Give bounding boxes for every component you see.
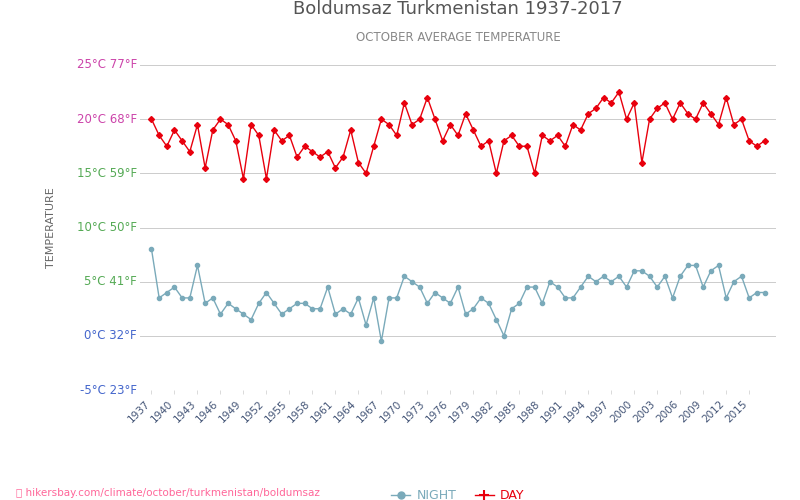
Text: OCTOBER AVERAGE TEMPERATURE: OCTOBER AVERAGE TEMPERATURE: [356, 31, 560, 44]
DAY: [146, 116, 156, 122]
DAY: [491, 170, 501, 176]
DAY: [614, 89, 624, 95]
NIGHT: [377, 338, 386, 344]
DAY: [690, 116, 700, 122]
DAY: [538, 132, 547, 138]
DAY: [238, 176, 248, 182]
Line: DAY: DAY: [150, 90, 766, 181]
Text: 📍 hikersbay.com/climate/october/turkmenistan/boldumsaz: 📍 hikersbay.com/climate/october/turkmeni…: [16, 488, 320, 498]
DAY: [760, 138, 770, 144]
NIGHT: [538, 300, 547, 306]
NIGHT: [491, 316, 501, 322]
Text: 0°C 32°F: 0°C 32°F: [84, 330, 137, 342]
Text: TEMPERATURE: TEMPERATURE: [46, 187, 56, 268]
Title: Boldumsaz Turkmenistan 1937-2017: Boldumsaz Turkmenistan 1937-2017: [293, 0, 623, 18]
Text: 10°C 50°F: 10°C 50°F: [77, 221, 137, 234]
NIGHT: [653, 284, 662, 290]
NIGHT: [146, 246, 156, 252]
Legend: NIGHT, DAY: NIGHT, DAY: [386, 484, 530, 500]
NIGHT: [606, 278, 616, 284]
NIGHT: [683, 262, 693, 268]
Text: 20°C 68°F: 20°C 68°F: [77, 112, 137, 126]
NIGHT: [760, 290, 770, 296]
Text: -5°C 23°F: -5°C 23°F: [80, 384, 137, 396]
Line: NIGHT: NIGHT: [150, 247, 766, 344]
Text: 15°C 59°F: 15°C 59°F: [77, 167, 137, 180]
Text: 5°C 41°F: 5°C 41°F: [84, 275, 137, 288]
DAY: [714, 122, 723, 128]
DAY: [660, 100, 670, 106]
Text: 25°C 77°F: 25°C 77°F: [77, 58, 137, 71]
DAY: [606, 100, 616, 106]
NIGHT: [706, 268, 716, 274]
